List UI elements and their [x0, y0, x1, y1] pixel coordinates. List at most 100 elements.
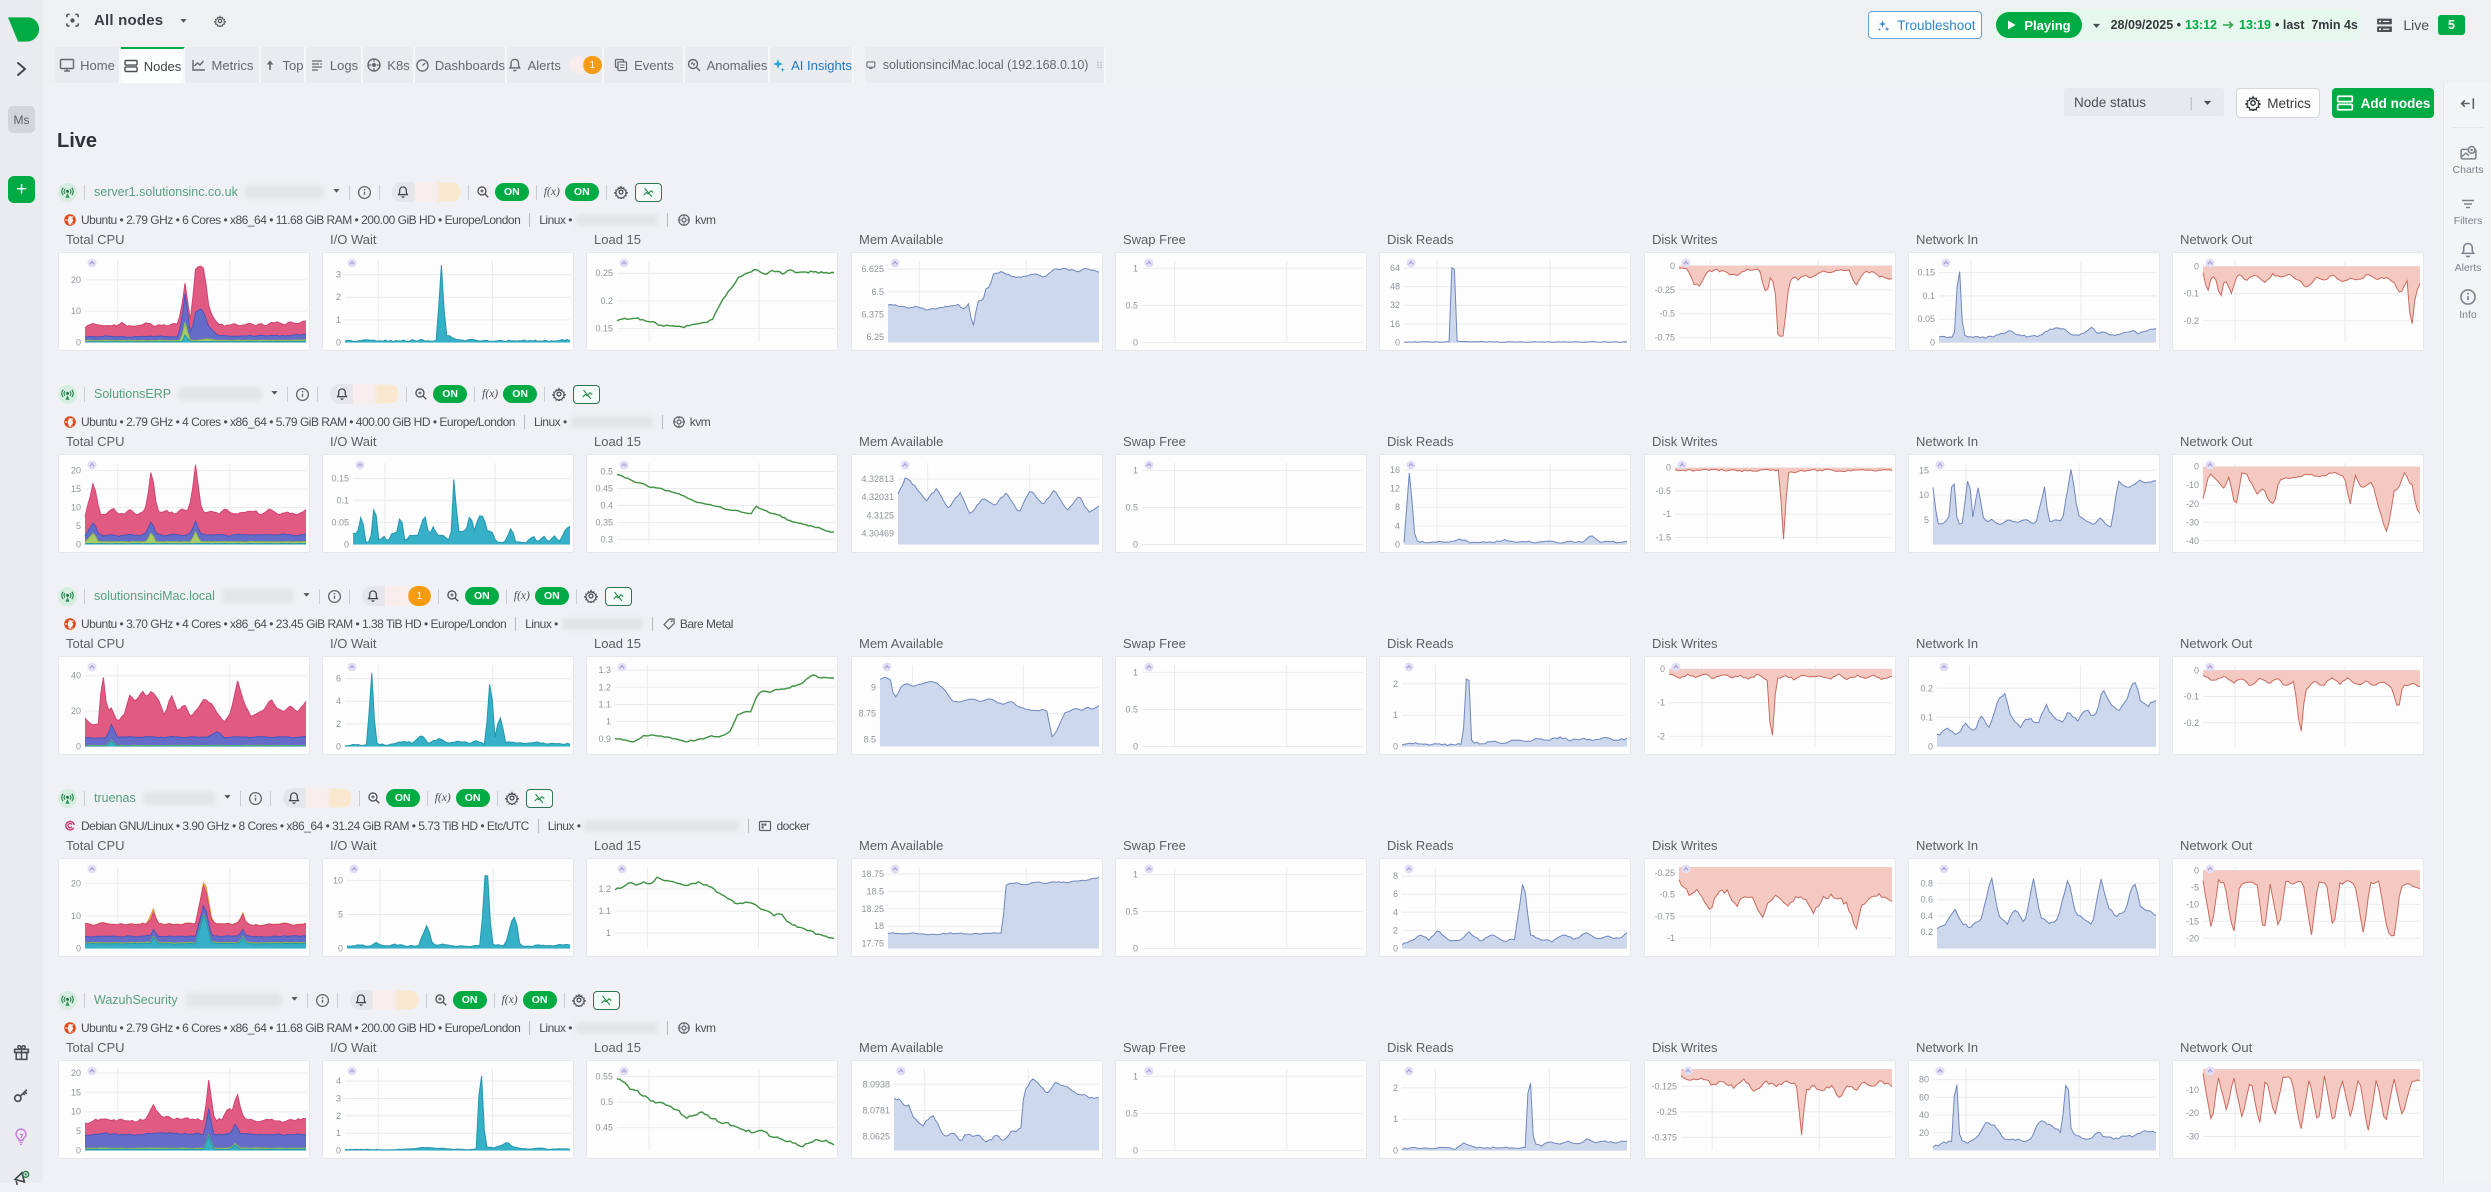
svg-text:0.5: 0.5 — [1125, 1109, 1138, 1119]
svg-text:2: 2 — [336, 719, 341, 729]
svg-text:2: 2 — [1393, 1083, 1398, 1093]
svg-text:0.15: 0.15 — [1917, 268, 1935, 278]
svg-text:0: 0 — [1666, 463, 1671, 473]
svg-text:-0.25: -0.25 — [1654, 868, 1675, 878]
svg-text:10: 10 — [71, 306, 81, 316]
svg-text:0: 0 — [338, 944, 343, 954]
svg-text:60: 60 — [1919, 1092, 1929, 1102]
svg-text:0: 0 — [1930, 338, 1935, 348]
svg-text:0.6: 0.6 — [1920, 895, 1933, 905]
svg-text:4: 4 — [336, 696, 341, 706]
svg-text:-30: -30 — [2186, 517, 2199, 527]
svg-text:0.55: 0.55 — [595, 1072, 613, 1082]
svg-text:-0.75: -0.75 — [1654, 333, 1675, 343]
svg-text:1.1: 1.1 — [598, 906, 611, 916]
svg-text:1: 1 — [1133, 1071, 1138, 1081]
svg-text:0.25: 0.25 — [595, 268, 613, 278]
svg-text:0: 0 — [1395, 540, 1400, 550]
svg-text:0.5: 0.5 — [600, 467, 613, 477]
svg-text:0.2: 0.2 — [600, 296, 613, 306]
svg-text:6.375: 6.375 — [861, 309, 884, 319]
svg-text:0: 0 — [1393, 742, 1398, 752]
svg-text:-0.75: -0.75 — [1654, 911, 1675, 921]
svg-text:10: 10 — [1919, 490, 1929, 500]
svg-text:10: 10 — [333, 876, 343, 886]
svg-text:-1: -1 — [1663, 509, 1671, 519]
svg-text:0: 0 — [1395, 338, 1400, 348]
svg-text:2: 2 — [336, 1111, 341, 1121]
svg-text:0: 0 — [1393, 944, 1398, 954]
svg-text:-0.375: -0.375 — [1651, 1132, 1677, 1142]
svg-text:0: 0 — [336, 1146, 341, 1156]
svg-text:0: 0 — [76, 1146, 81, 1156]
svg-text:48: 48 — [1390, 282, 1400, 292]
svg-text:1: 1 — [1133, 667, 1138, 677]
svg-text:-30: -30 — [2186, 1132, 2199, 1142]
svg-text:0: 0 — [1133, 742, 1138, 752]
svg-text:1.2: 1.2 — [598, 682, 611, 692]
svg-text:1: 1 — [1393, 710, 1398, 720]
svg-text:4.32031: 4.32031 — [861, 492, 894, 502]
svg-text:2: 2 — [1393, 925, 1398, 935]
svg-text:32: 32 — [1390, 300, 1400, 310]
svg-text:8: 8 — [1395, 502, 1400, 512]
svg-text:0.5: 0.5 — [1125, 705, 1138, 715]
svg-text:0.2: 0.2 — [1920, 683, 1933, 693]
svg-text:-0.2: -0.2 — [2183, 718, 2199, 728]
svg-text:5: 5 — [76, 521, 81, 531]
svg-text:6.5: 6.5 — [871, 287, 884, 297]
svg-text:0: 0 — [1393, 1146, 1398, 1156]
svg-text:-0.5: -0.5 — [1659, 309, 1675, 319]
svg-text:10: 10 — [71, 1107, 81, 1117]
svg-text:-5: -5 — [2191, 882, 2199, 892]
svg-text:40: 40 — [71, 671, 81, 681]
svg-text:6: 6 — [1393, 889, 1398, 899]
svg-text:3: 3 — [336, 270, 341, 280]
svg-text:1: 1 — [606, 928, 611, 938]
svg-text:0.05: 0.05 — [331, 518, 349, 528]
svg-text:-10: -10 — [2186, 899, 2199, 909]
svg-text:0: 0 — [1133, 540, 1138, 550]
svg-text:0.05: 0.05 — [1917, 314, 1935, 324]
svg-text:1: 1 — [1133, 465, 1138, 475]
svg-text:15: 15 — [71, 1087, 81, 1097]
svg-text:-40: -40 — [2186, 536, 2199, 546]
svg-text:0: 0 — [336, 742, 341, 752]
svg-text:64: 64 — [1390, 263, 1400, 273]
svg-text:0: 0 — [1133, 338, 1138, 348]
svg-text:-1: -1 — [1667, 933, 1675, 943]
svg-text:6: 6 — [336, 674, 341, 684]
svg-text:-20: -20 — [2186, 1108, 2199, 1118]
svg-text:0.9: 0.9 — [598, 734, 611, 744]
svg-text:6.625: 6.625 — [861, 264, 884, 274]
svg-text:-10: -10 — [2186, 480, 2199, 490]
svg-text:2: 2 — [336, 292, 341, 302]
svg-text:0: 0 — [1133, 944, 1138, 954]
svg-text:-0.125: -0.125 — [1651, 1081, 1677, 1091]
svg-text:0.15: 0.15 — [331, 473, 349, 483]
svg-text:0: 0 — [1660, 664, 1665, 674]
svg-text:-0.25: -0.25 — [1656, 1107, 1677, 1117]
svg-text:0.5: 0.5 — [1125, 503, 1138, 513]
svg-text:0.8: 0.8 — [1920, 878, 1933, 888]
svg-text:4.32813: 4.32813 — [861, 474, 894, 484]
svg-text:-10: -10 — [2186, 1085, 2199, 1095]
svg-text:15: 15 — [71, 484, 81, 494]
svg-text:20: 20 — [71, 275, 81, 285]
svg-text:-0.1: -0.1 — [2183, 692, 2199, 702]
svg-text:40: 40 — [1919, 1110, 1929, 1120]
svg-text:-0.5: -0.5 — [1659, 890, 1675, 900]
svg-text:8: 8 — [1393, 871, 1398, 881]
svg-text:0.35: 0.35 — [595, 517, 613, 527]
svg-text:5: 5 — [1924, 515, 1929, 525]
svg-text:8.5: 8.5 — [863, 734, 876, 744]
svg-text:0: 0 — [1133, 1146, 1138, 1156]
svg-text:0.45: 0.45 — [595, 1123, 613, 1133]
svg-text:8.75: 8.75 — [858, 709, 876, 719]
svg-text:0: 0 — [1928, 742, 1933, 752]
svg-text:0.1: 0.1 — [1920, 712, 1933, 722]
svg-text:0.1: 0.1 — [336, 495, 349, 505]
svg-text:0.45: 0.45 — [595, 484, 613, 494]
svg-text:3: 3 — [336, 1094, 341, 1104]
svg-text:4: 4 — [1395, 521, 1400, 531]
